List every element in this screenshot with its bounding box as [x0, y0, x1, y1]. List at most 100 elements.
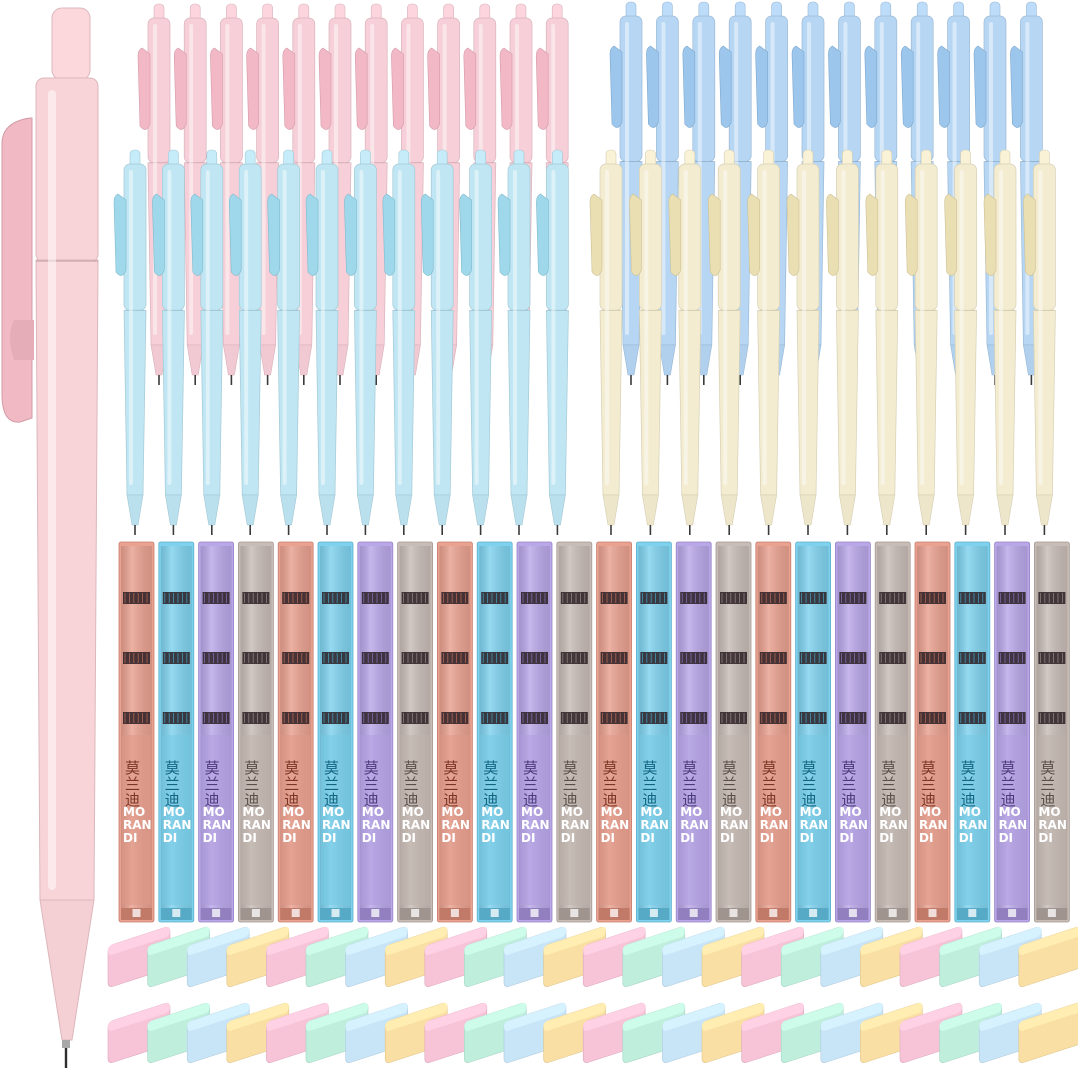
pencil-cream [668, 149, 702, 535]
pencil-cyan [228, 149, 262, 535]
lead-brand-english: MO RAN DI [839, 805, 868, 845]
lead-brand-english: MO RAN DI [282, 805, 311, 845]
pencil-cyan [152, 149, 185, 535]
lead-brand-chinese: 莫兰迪 [720, 760, 738, 808]
lead-refill-case [476, 541, 513, 923]
pencil-cream [944, 149, 977, 535]
lead-refill-case [516, 541, 553, 923]
lead-refill-case [914, 541, 951, 923]
lead-refill-case [795, 541, 831, 923]
lead-refill-case [158, 541, 195, 923]
lead-brand-english: MO RAN DI [242, 805, 271, 845]
lead-brand-english: MO RAN DI [560, 805, 590, 845]
pencil-cyan [113, 149, 147, 535]
lead-brand-english: MO RAN DI [481, 805, 510, 845]
lead-brand-chinese: 莫兰迪 [162, 760, 181, 808]
lead-brand-english: MO RAN DI [1038, 805, 1067, 845]
lead-refill-case [556, 541, 593, 923]
lead-brand-english: MO RAN DI [799, 805, 829, 845]
lead-refill-case [237, 541, 274, 923]
back-pencil-rows [137, 1, 1043, 385]
pencil-cream [629, 149, 662, 535]
pencil-cream [983, 149, 1017, 535]
lead-brand-chinese: 莫兰迪 [919, 760, 937, 808]
lead-brand-chinese: 莫兰迪 [879, 760, 898, 808]
front-pencil-rows [113, 149, 1056, 535]
lead-brand-chinese: 莫兰迪 [1038, 760, 1057, 808]
lead-refill-case [436, 541, 473, 923]
lead-brand-english: MO RAN DI [441, 805, 470, 845]
lead-brand-chinese: 莫兰迪 [521, 760, 539, 808]
eraser [1018, 926, 1078, 987]
lead-refill-case [198, 541, 235, 923]
lead-brand-chinese: 莫兰迪 [441, 760, 460, 808]
pencil-cyan [536, 149, 569, 535]
lead-refill-case [755, 541, 792, 923]
lead-brand-english: MO RAN DI [521, 805, 550, 845]
lead-refill-case [277, 541, 314, 923]
lead-brand-english: MO RAN DI [600, 805, 630, 845]
lead-brand-english: MO RAN DI [879, 805, 908, 845]
lead-brand-chinese: 莫兰迪 [799, 760, 818, 808]
pencil-cyan [459, 149, 492, 535]
pencil-cream [747, 149, 780, 535]
pencil-cream [589, 149, 623, 535]
lead-brand-chinese: 莫兰迪 [958, 760, 977, 808]
lead-brand-english: MO RAN DI [162, 805, 192, 845]
lead-refill-case [874, 541, 911, 923]
lead-brand-english: MO RAN DI [958, 805, 988, 845]
lead-brand-chinese: 莫兰迪 [242, 760, 261, 808]
lead-refill-case [954, 541, 991, 923]
pencil-cream [786, 149, 820, 535]
lead-brand-chinese: 莫兰迪 [560, 760, 579, 808]
lead-refill-case [357, 541, 394, 923]
lead-refill-case [397, 541, 434, 923]
pencil-cream [1023, 149, 1056, 535]
lead-brand-english: MO RAN DI [123, 805, 152, 845]
lead-brand-english: MO RAN DI [322, 805, 351, 845]
lead-refill-case [1034, 541, 1070, 923]
lead-brand-chinese: 莫兰迪 [680, 760, 699, 808]
pencil-cyan [305, 149, 339, 535]
lead-brand-chinese: 莫兰迪 [481, 760, 500, 808]
large-pink-pencil [1, 7, 99, 1068]
lead-brand-chinese: 莫兰迪 [640, 760, 659, 808]
lead-refill-case [317, 541, 354, 923]
lead-case-row [118, 541, 1070, 923]
lead-brand-chinese: 莫兰迪 [600, 760, 619, 808]
lead-brand-chinese: 莫兰迪 [998, 760, 1017, 808]
eraser-rows [107, 926, 1078, 1063]
lead-brand-english: MO RAN DI [361, 805, 391, 845]
lead-brand-chinese: 莫兰迪 [839, 760, 858, 808]
lead-refill-case [994, 541, 1030, 923]
pencil-cyan [344, 149, 377, 535]
lead-brand-chinese: 莫兰迪 [123, 760, 141, 808]
pencil-cyan [497, 149, 531, 535]
pencil-cyan [382, 149, 416, 535]
pencil-cyan [420, 149, 454, 535]
lead-brand-english: MO RAN DI [680, 805, 709, 845]
pencil-cream [707, 149, 741, 535]
pencil-cream [826, 149, 859, 535]
lead-brand-english: MO RAN DI [401, 805, 431, 845]
lead-brand-english: MO RAN DI [998, 805, 1028, 845]
pencil-cream [904, 149, 938, 535]
lead-refill-case [715, 541, 752, 923]
pencil-cyan [267, 149, 300, 535]
lead-brand-chinese: 莫兰迪 [282, 760, 301, 808]
eraser [1018, 1002, 1078, 1063]
lead-refill-case [835, 541, 871, 923]
lead-brand-chinese: 莫兰迪 [361, 760, 380, 808]
lead-brand-english: MO RAN DI [720, 805, 749, 845]
lead-brand-english: MO RAN DI [202, 805, 232, 845]
lead-brand-chinese: 莫兰迪 [202, 760, 221, 808]
pencil-cyan [190, 149, 224, 535]
lead-refill-case [675, 541, 712, 923]
pencil-cream [865, 149, 899, 535]
lead-brand-chinese: 莫兰迪 [759, 760, 778, 808]
lead-brand-english: MO RAN DI [919, 805, 948, 845]
lead-brand-english: MO RAN DI [640, 805, 669, 845]
lead-refill-case [636, 541, 672, 923]
